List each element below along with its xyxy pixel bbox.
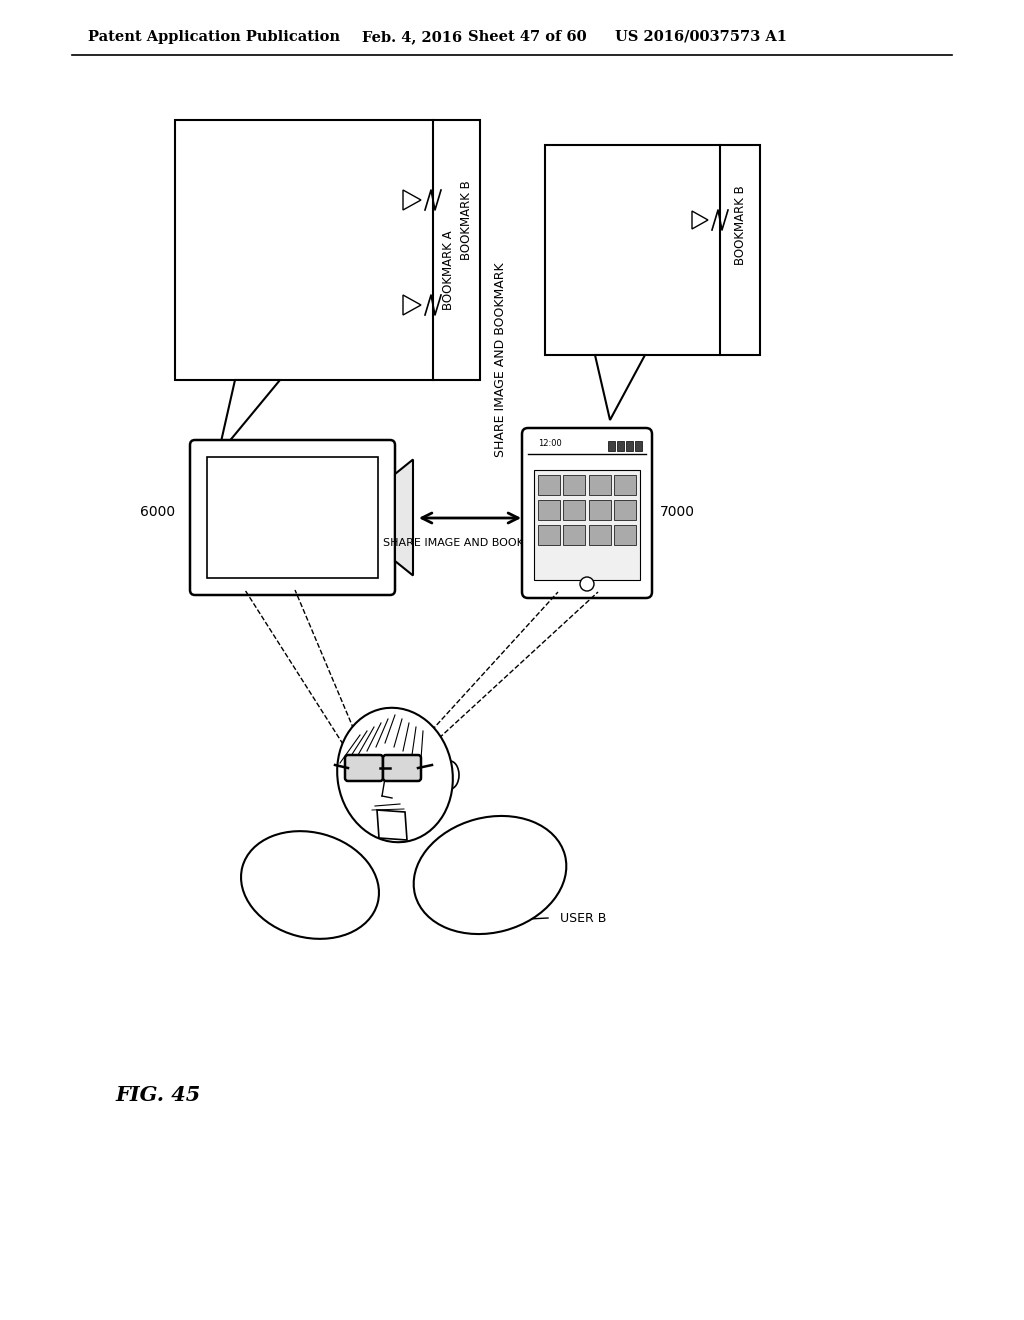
Ellipse shape <box>441 762 459 789</box>
Text: Patent Application Publication: Patent Application Publication <box>88 30 340 44</box>
Polygon shape <box>218 380 280 455</box>
Text: FIG. 45: FIG. 45 <box>115 1085 201 1105</box>
Bar <box>538 525 559 545</box>
Text: 12:00: 12:00 <box>538 440 562 449</box>
Text: BOOKMARK B: BOOKMARK B <box>733 185 746 265</box>
Bar <box>614 475 636 495</box>
Circle shape <box>580 577 594 591</box>
Text: SHARE IMAGE AND BOOKMARK: SHARE IMAGE AND BOOKMARK <box>494 263 507 457</box>
Bar <box>563 525 585 545</box>
FancyBboxPatch shape <box>383 755 421 781</box>
Text: Feb. 4, 2016: Feb. 4, 2016 <box>362 30 462 44</box>
Bar <box>589 475 610 495</box>
Text: US 2016/0037573 A1: US 2016/0037573 A1 <box>615 30 787 44</box>
FancyBboxPatch shape <box>190 440 395 595</box>
Text: USER B: USER B <box>560 912 606 924</box>
Bar <box>538 475 559 495</box>
Text: SHARE IMAGE AND BOOKMARK: SHARE IMAGE AND BOOKMARK <box>383 539 557 548</box>
Ellipse shape <box>241 832 379 939</box>
Bar <box>635 441 642 451</box>
Polygon shape <box>692 211 708 228</box>
Polygon shape <box>377 810 407 840</box>
FancyBboxPatch shape <box>345 755 383 781</box>
Bar <box>175 120 480 380</box>
Polygon shape <box>403 190 421 210</box>
Polygon shape <box>395 459 413 576</box>
Bar <box>589 500 610 520</box>
Text: BOOKMARK A: BOOKMARK A <box>442 230 456 310</box>
Ellipse shape <box>337 708 453 842</box>
Polygon shape <box>595 355 645 420</box>
Bar <box>534 470 640 579</box>
FancyBboxPatch shape <box>522 428 652 598</box>
Bar <box>545 145 760 355</box>
Text: 6000: 6000 <box>140 506 175 519</box>
Bar <box>617 441 624 451</box>
Bar <box>614 525 636 545</box>
Polygon shape <box>403 294 421 315</box>
Ellipse shape <box>414 816 566 935</box>
Bar <box>207 457 378 578</box>
Text: Sheet 47 of 60: Sheet 47 of 60 <box>468 30 587 44</box>
Bar <box>608 441 615 451</box>
Text: 7000: 7000 <box>660 506 695 519</box>
Bar <box>538 500 559 520</box>
Bar <box>614 500 636 520</box>
Bar <box>589 525 610 545</box>
Bar <box>563 500 585 520</box>
Text: 5000: 5000 <box>408 734 440 747</box>
Text: BOOKMARK B: BOOKMARK B <box>461 180 473 260</box>
Bar <box>563 475 585 495</box>
Bar <box>626 441 633 451</box>
